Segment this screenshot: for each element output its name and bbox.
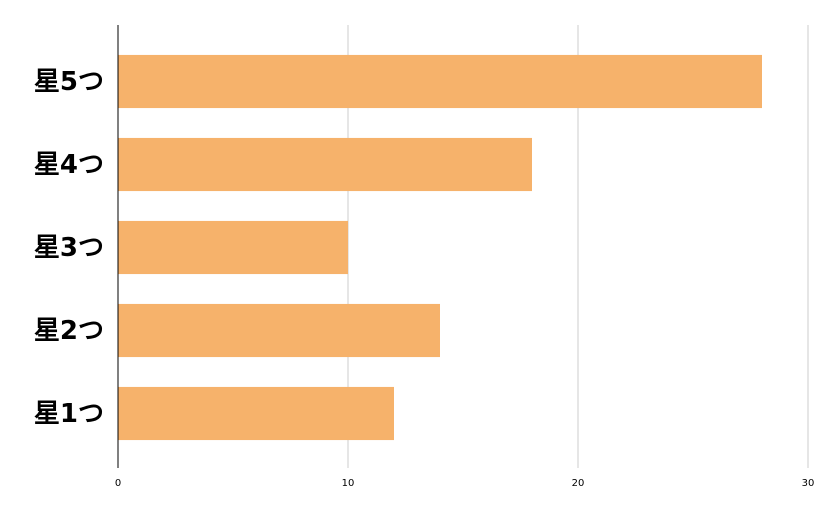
- x-tick-label: 10: [342, 478, 355, 489]
- x-tick-label: 20: [572, 478, 585, 489]
- x-tick-label: 0: [115, 478, 121, 489]
- y-tick-label: 星2つ: [34, 316, 104, 346]
- y-tick-label: 星1つ: [34, 399, 104, 429]
- y-tick-label: 星5つ: [34, 67, 104, 97]
- bar: [118, 220, 348, 275]
- bar: [118, 303, 440, 358]
- x-tick-label: 30: [802, 478, 815, 489]
- y-tick-label: 星4つ: [34, 150, 104, 180]
- y-tick-label: 星3つ: [34, 233, 104, 263]
- bar: [118, 54, 762, 109]
- bar: [118, 137, 532, 192]
- bar: [118, 386, 394, 441]
